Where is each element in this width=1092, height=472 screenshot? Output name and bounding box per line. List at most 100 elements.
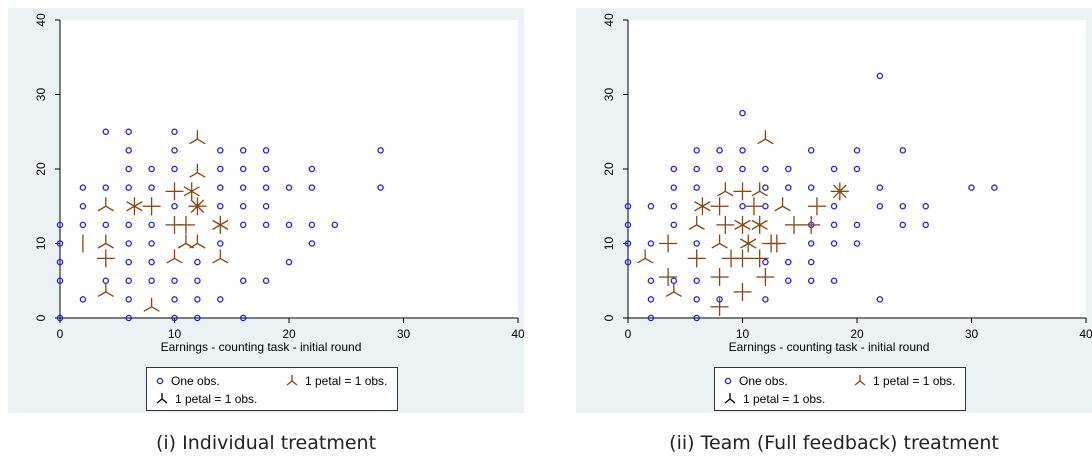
data-point [239,147,247,154]
data-point [624,221,632,229]
sunflower-brown [97,282,114,297]
data-point [125,221,132,229]
data-point [285,184,293,191]
data-point [125,277,132,284]
sunflower-petal [644,257,654,264]
brown-sunflower-icon [854,375,866,386]
sunflower-petal [765,138,774,145]
data-point [899,202,907,210]
data-point [285,258,293,266]
sunflower-petal [734,219,743,226]
sunflower-petal [717,190,726,197]
data-point [716,165,723,173]
sunflower-brown [665,282,682,297]
data-point [262,202,270,210]
sunflower-petal [782,205,791,212]
data-point [762,258,769,266]
data-point [624,240,632,247]
sunflower-brown [710,297,729,316]
legend: One obs. 1 petal = 1 obs. 1 petal = 1 ob… [146,367,398,411]
sunflower-petal [702,201,711,207]
sunflower-brown [659,268,678,287]
sunflower-petal [197,242,206,249]
sunflower-petal [740,242,749,249]
sunflower-petal [719,242,728,249]
data-point [739,109,746,117]
sunflower-petal [696,224,705,230]
y-tick-label: 20 [34,162,48,176]
x-axis-label: Earnings - counting task - initial round [161,340,362,354]
data-point [308,221,316,229]
sunflower-petal [174,257,183,264]
sunflower-brown [659,234,678,253]
circle-marker-icon [724,377,732,385]
sunflower-petal [219,257,229,264]
data-point [148,221,155,229]
data-point [262,147,270,154]
data-point [807,147,815,154]
y-tick-label: 0 [602,314,616,321]
sunflower-brown [734,215,751,234]
legend-label-black-petal: 1 petal = 1 obs. [175,392,258,406]
data-point [762,165,769,173]
sunflower-brown [733,282,752,301]
sunflower-brown [166,249,183,264]
sunflower-brown [96,249,115,268]
sunflower-petal [212,219,221,226]
sunflower-brown [802,215,821,234]
sunflower-brown [807,197,826,216]
sunflower-petal [833,190,841,199]
sunflower-petal [774,205,783,212]
data-point [876,296,884,303]
sunflower-petal [751,219,761,226]
data-point [647,277,655,284]
sunflower-petal [189,138,198,145]
sunflower-petal [166,257,175,264]
chart-panel-team: 0 10 20 30 40 0 10 20 30 40 Earnings - counting ta… [576,8,1092,413]
x-tick-label: 20 [282,327,296,341]
data-point [762,184,769,191]
data-point [171,128,178,136]
data-point [670,202,678,210]
sunflower-brown [176,215,195,234]
sunflower-petal [724,190,734,197]
data-point [377,184,384,191]
data-point [670,184,678,191]
data-point [853,147,861,154]
y-tick-label: 30 [34,88,48,102]
data-point [693,240,700,247]
sunflower-petal [747,242,757,249]
sunflower-petal [759,190,768,197]
sunflower-petal [126,201,135,207]
data-point [693,296,700,303]
data-point [217,240,224,247]
sunflower-petal [673,291,682,297]
sunflower-petal [212,224,221,230]
sunflower-petal [185,242,195,249]
sunflower-brown [785,215,804,234]
sunflower-brown [97,234,114,249]
data-point [785,184,792,191]
sunflower-brown [212,249,229,264]
data-point [762,296,769,303]
sunflower-brown [165,182,184,201]
data-point [148,258,155,266]
sunflower-brown [774,197,791,212]
sunflower-brown [830,182,849,201]
data-point [716,147,723,154]
data-point [217,296,224,303]
sunflower-brown [142,197,161,216]
data-point [922,221,929,229]
legend-item-black-petal: 1 petal = 1 obs. [155,392,257,406]
sunflower-brown [733,182,752,201]
sunflower-brown [756,268,775,287]
data-point [899,221,907,229]
sunflower-petal [177,242,187,249]
scatter-plot-individual: 0 10 20 30 40 0 10 20 30 40 Earnings - counting ta… [34,13,524,354]
data-point [308,165,316,173]
sunflower-petal [196,205,205,214]
sunflower-petal [126,205,135,212]
sunflower-petal [196,199,205,207]
sunflower-brown [637,249,654,264]
sunflower-petal [839,184,847,192]
